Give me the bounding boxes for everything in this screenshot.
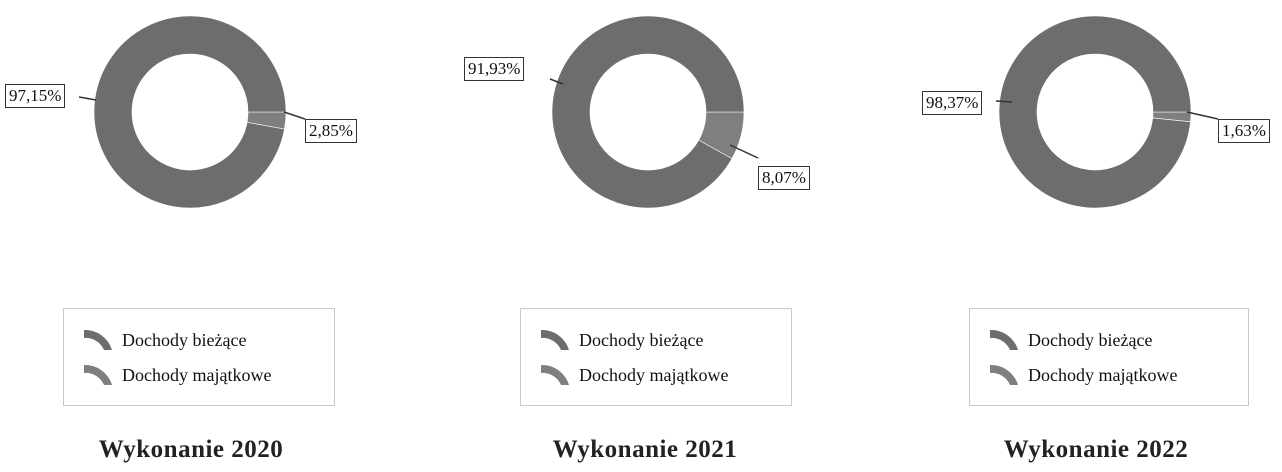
chart-panel-2020: 2,85% 97,15% Dochody bieżące Dochody maj… <box>0 0 427 472</box>
data-label-majatkowe-2022: 1,63% <box>1218 119 1270 143</box>
slice-biezace-2021 <box>551 15 745 209</box>
leader-line-biezace-2021 <box>549 78 564 85</box>
donut-chart-2021 <box>549 15 759 209</box>
chart-title-2020: Wykonanie 2020 <box>98 436 284 463</box>
legend-swatch-majatkowe-icon <box>990 364 1018 385</box>
legend-item-majatkowe: Dochody majątkowe <box>82 360 271 390</box>
data-label-biezace-2021: 91,93% <box>464 57 525 81</box>
legend-swatch-biezace-icon <box>541 329 569 350</box>
legend-swatch-biezace-icon <box>990 329 1018 350</box>
donut-chart-2022 <box>995 15 1219 209</box>
legend-swatch-majatkowe-icon <box>541 364 569 385</box>
slice-biezace-2020 <box>93 15 287 209</box>
data-label-biezace-2020: 97,15% <box>5 84 66 108</box>
leader-line-majatkowe-2020 <box>283 111 306 120</box>
legend-label-majatkowe: Dochody majątkowe <box>1028 364 1178 385</box>
legend-item-biezace: Dochody bieżące <box>82 325 246 355</box>
legend-2021: Dochody bieżące Dochody majątkowe <box>520 308 792 406</box>
legend-item-majatkowe: Dochody majątkowe <box>539 360 728 390</box>
chart-title-2022: Wykonanie 2022 <box>1003 436 1189 463</box>
leader-line-biezace-2022 <box>995 100 1013 103</box>
legend-swatch-biezace-icon <box>84 329 112 350</box>
legend-swatch-majatkowe-icon <box>84 364 112 385</box>
leader-line-biezace-2020 <box>78 96 97 101</box>
leader-line-majatkowe-2022 <box>1186 111 1219 120</box>
legend-label-biezace: Dochody bieżące <box>1028 329 1153 350</box>
chart-panel-2021: 8,07% 91,93% Dochody bieżące Dochody maj… <box>427 0 854 472</box>
legend-item-biezace: Dochody bieżące <box>988 325 1152 355</box>
legend-label-biezace: Dochody bieżące <box>122 329 247 350</box>
donut-chart-2020 <box>78 15 306 209</box>
chart-panel-2022: 1,63% 98,37% Dochody bieżące Dochody maj… <box>854 0 1281 472</box>
legend-label-majatkowe: Dochody majątkowe <box>579 364 729 385</box>
chart-title-2021: Wykonanie 2021 <box>552 436 738 463</box>
data-label-majatkowe-2021: 8,07% <box>758 166 810 190</box>
legend-label-majatkowe: Dochody majątkowe <box>122 364 272 385</box>
leader-line-majatkowe-2021 <box>729 144 759 159</box>
legend-label-biezace: Dochody bieżące <box>579 329 704 350</box>
legend-item-biezace: Dochody bieżące <box>539 325 703 355</box>
legend-item-majatkowe: Dochody majątkowe <box>988 360 1177 390</box>
legend-2020: Dochody bieżące Dochody majątkowe <box>63 308 335 406</box>
data-label-majatkowe-2020: 2,85% <box>305 119 357 143</box>
legend-2022: Dochody bieżące Dochody majątkowe <box>969 308 1249 406</box>
data-label-biezace-2022: 98,37% <box>922 91 983 115</box>
slice-biezace-2022 <box>998 15 1192 209</box>
